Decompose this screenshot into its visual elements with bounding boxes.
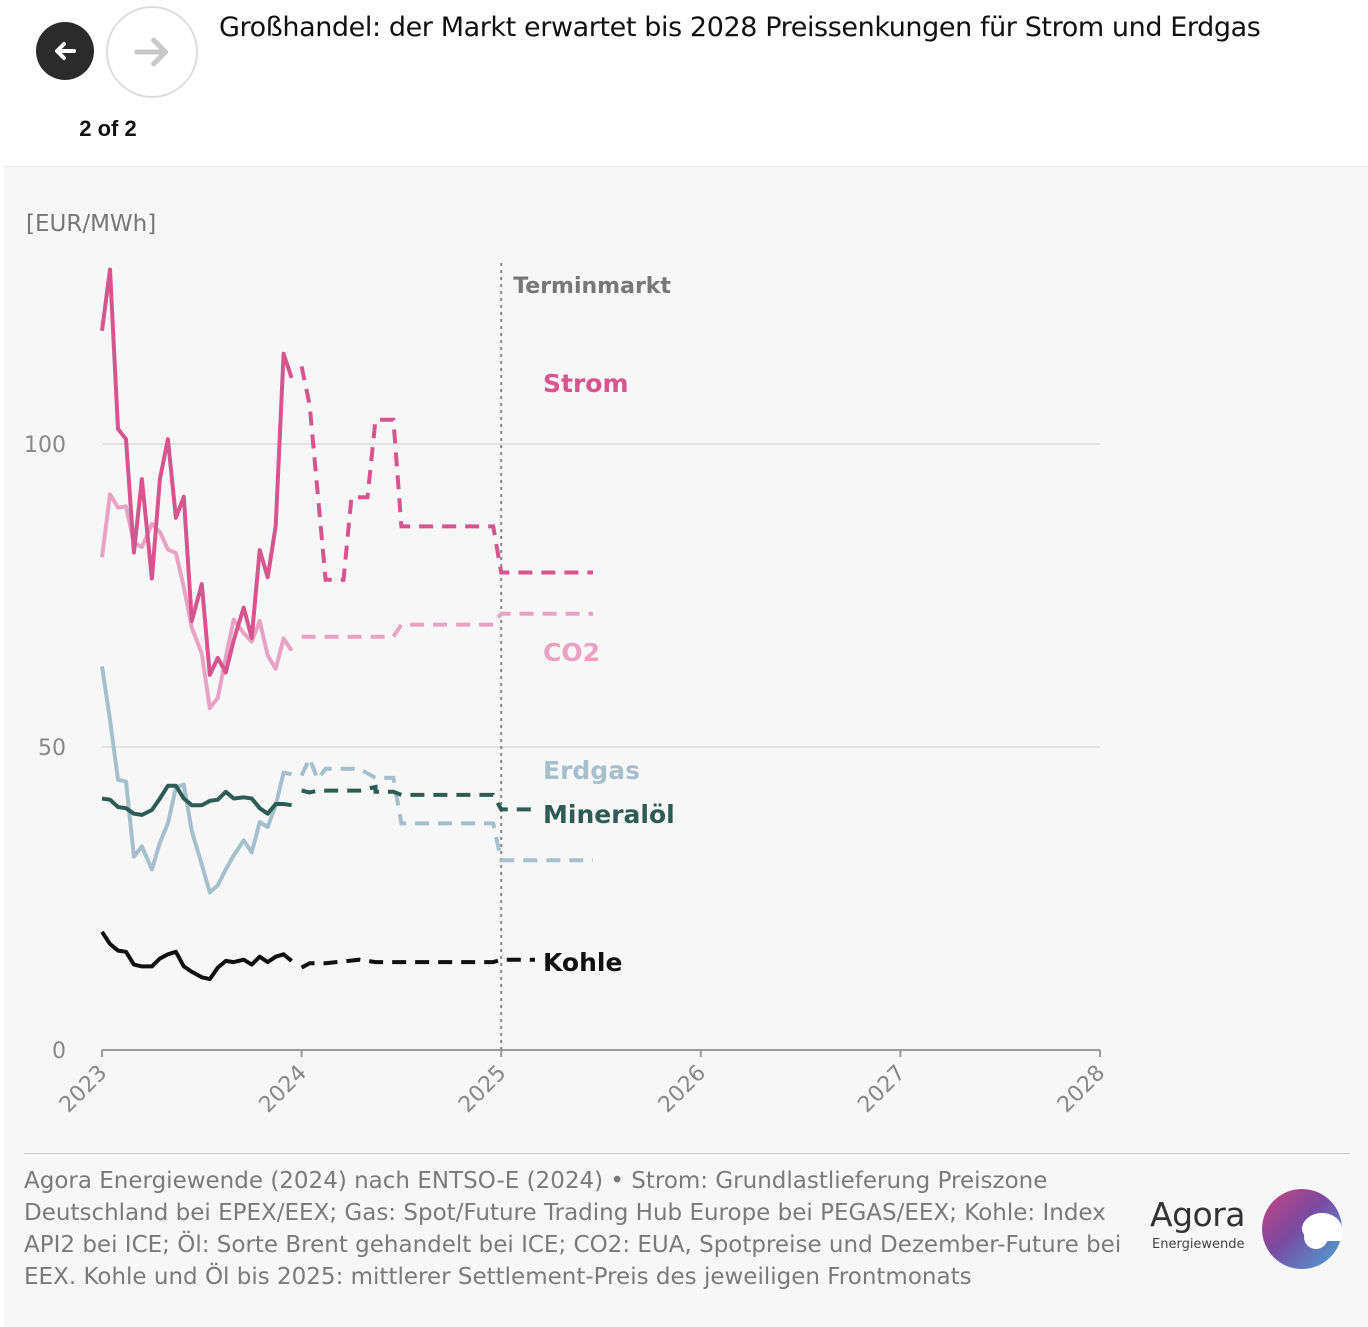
series-label-bg-oel [535, 799, 680, 829]
series-label-strom: Strom [543, 369, 629, 398]
page-counter: 2 of 2 [79, 116, 137, 141]
footer-divider [24, 1153, 1350, 1154]
series-co2-futures [301, 611, 593, 639]
y-tick-label-0: 0 [52, 1039, 66, 1064]
series-label-erdgas: Erdgas [543, 756, 640, 785]
line-chart: 0 50 100 2023 2024 2025 2026 2027 2028 Terminmark… [24, 263, 1110, 1118]
agora-logo-icon [1262, 1189, 1342, 1269]
series-erdgas-futures [299, 753, 593, 863]
series-erdgas-spot [100, 666, 293, 895]
series-label-bg-erdgas [535, 755, 635, 785]
series-label-kohle: Kohle [543, 948, 622, 977]
series-label-bg-strom [535, 368, 620, 398]
agora-logo: Agora Energiewende [1148, 1187, 1348, 1271]
x-tick-label-2025: 2025 [454, 1061, 511, 1118]
terminmarkt-label: Terminmarkt [513, 274, 671, 299]
series-oel-spot [101, 783, 292, 817]
chart-panel: [EUR/MWh] 0 50 100 2023 2024 2025 2026 2027 2028… [4, 166, 1368, 1327]
x-tick-label-2023: 2023 [55, 1061, 112, 1118]
forward-button[interactable] [106, 6, 198, 98]
logo-name: Agora [1150, 1195, 1246, 1234]
page-title: Großhandel: der Markt erwartet bis 2028 … [219, 12, 1261, 43]
x-tick-label-2024: 2024 [255, 1061, 312, 1118]
series-strom-futures [299, 365, 593, 582]
x-tick-label-2027: 2027 [853, 1061, 910, 1118]
y-tick-label-100: 100 [24, 433, 66, 458]
arrow-left-icon [55, 42, 76, 60]
series-label-co2: CO2 [543, 638, 600, 667]
y-axis-label: [EUR/MWh] [26, 211, 157, 237]
x-tick-label-2028: 2028 [1053, 1061, 1110, 1118]
arrow-right-icon [134, 37, 169, 67]
series-label-bg-co2 [535, 637, 590, 667]
series-strom-spot [100, 267, 294, 677]
series-kohle-spot [100, 930, 293, 982]
x-tick-label-2026: 2026 [654, 1061, 711, 1118]
series-label-oel: Mineralöl [543, 800, 675, 829]
back-button[interactable] [36, 22, 94, 80]
series-kohle-futures [300, 957, 593, 970]
logo-subtitle: Energiewende [1152, 1237, 1245, 1252]
series-label-bg-kohle [535, 947, 620, 977]
series-oel-futures [301, 784, 593, 812]
source-note: Agora Energiewende (2024) nach ENTSO-E (… [24, 1168, 1122, 1290]
y-tick-label-50: 50 [38, 736, 66, 761]
